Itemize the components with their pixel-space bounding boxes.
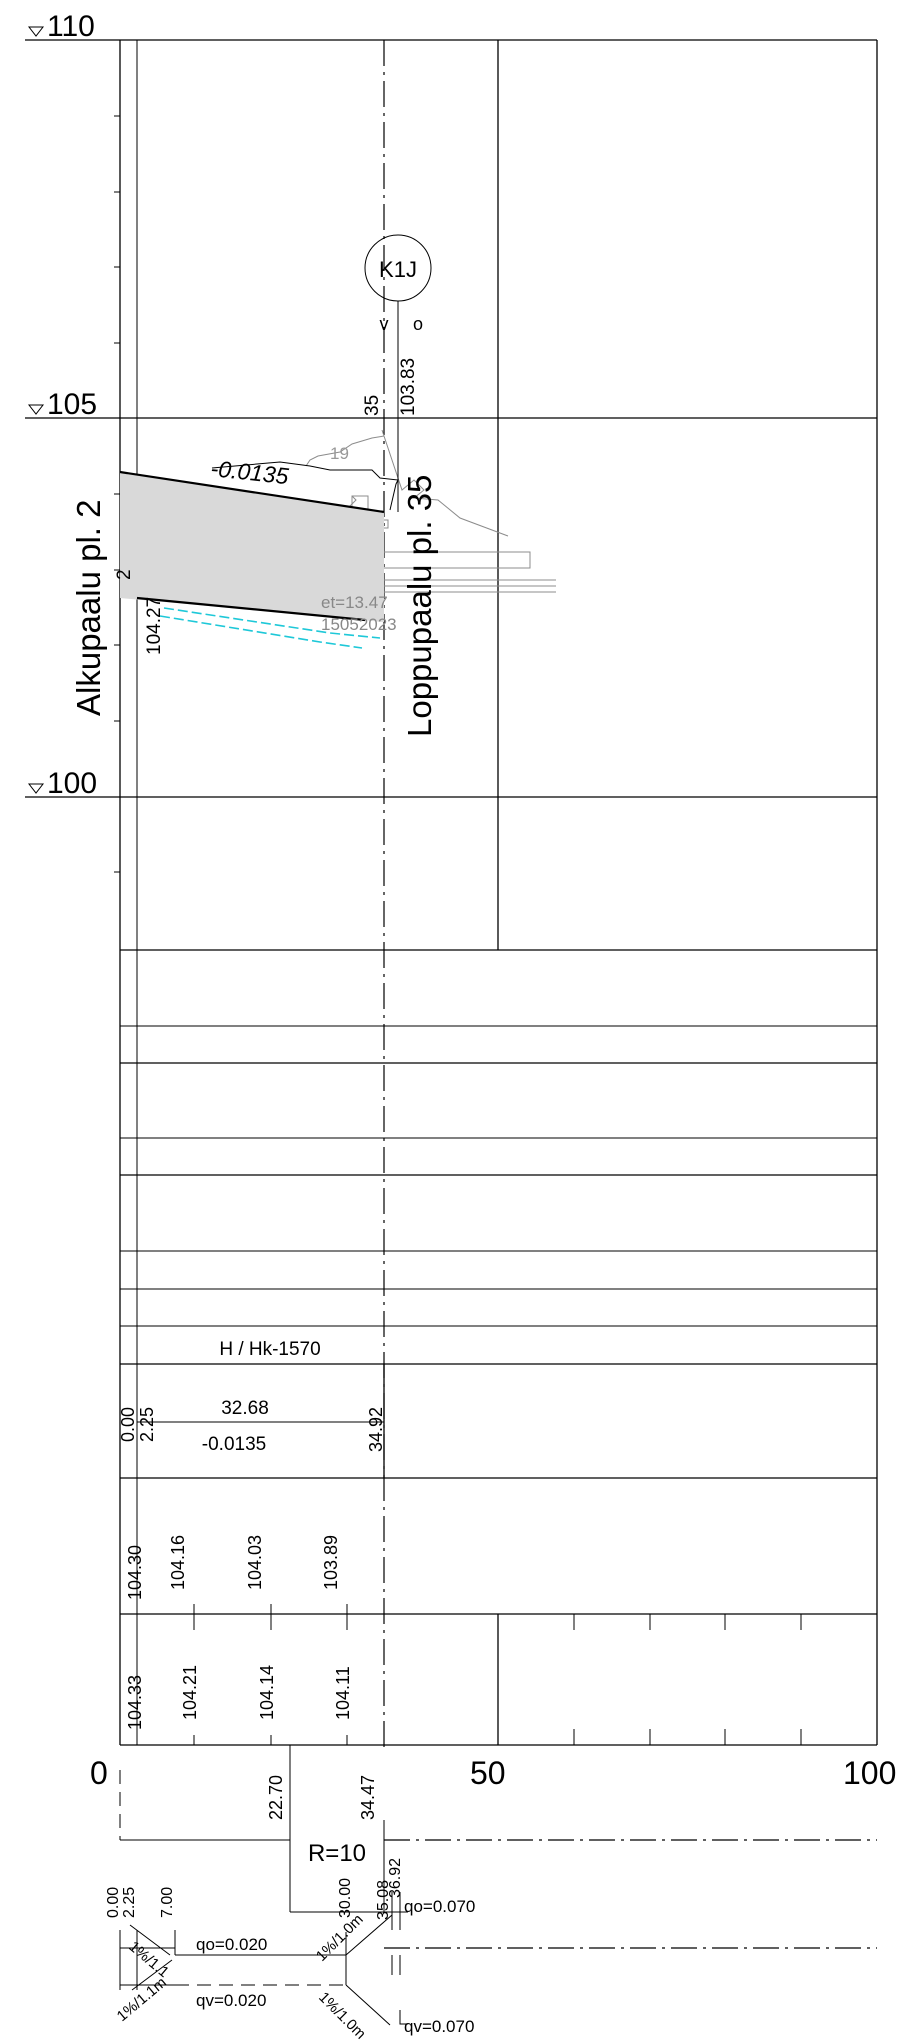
elev1-value: 103.89 bbox=[321, 1535, 341, 1590]
bands bbox=[120, 949, 877, 1746]
xs-station: 35.08 bbox=[375, 1880, 392, 1920]
elev2-value: 104.21 bbox=[180, 1665, 200, 1720]
station-0: 0 bbox=[90, 1755, 108, 1791]
band-elevations-2: 104.33 104.21 104.14 104.11 bbox=[125, 1665, 353, 1745]
xs-slope: 1%/1.1m bbox=[114, 1974, 170, 2025]
curve-end-station: 34.47 bbox=[358, 1775, 378, 1820]
level-105: 105 bbox=[47, 388, 97, 421]
elev2-value: 104.33 bbox=[125, 1675, 145, 1730]
elev1-value: 104.16 bbox=[168, 1535, 188, 1590]
station-50: 50 bbox=[470, 1755, 506, 1791]
curve-radius: R=10 bbox=[308, 1840, 366, 1867]
level-triangle-icon bbox=[27, 404, 45, 415]
level-110: 110 bbox=[47, 10, 95, 43]
pipe-length: 32.68 bbox=[221, 1398, 269, 1419]
well-id: K1J bbox=[379, 257, 417, 282]
profile-slope: -0.0135 bbox=[209, 455, 290, 489]
level-triangle-icon bbox=[27, 783, 45, 794]
xs-station: 0.00 bbox=[105, 1887, 122, 1918]
elevation-labels: 110 105 100 bbox=[27, 10, 97, 800]
level-100: 100 bbox=[47, 767, 97, 800]
grey-number: 19 bbox=[330, 444, 349, 463]
band-elevations-1: 104.30 104.16 104.03 103.89 bbox=[125, 1535, 348, 1614]
station-100: 100 bbox=[843, 1755, 896, 1791]
xs-station: 36.92 bbox=[387, 1858, 404, 1898]
xs-slope: 1%/1.1 bbox=[125, 1938, 172, 1981]
xs-station: 30.00 bbox=[337, 1878, 354, 1918]
pipe-station-0: 0.00 bbox=[118, 1407, 138, 1442]
start-elevation: 104.27 bbox=[144, 597, 165, 655]
cross-section: 0.00 2.25 7.00 30.00 35.08 36.92 1%/1.1 … bbox=[105, 1858, 877, 2040]
pipe-title: H / Hk-1570 bbox=[219, 1339, 320, 1360]
xs-slope: 1%/1.0m bbox=[313, 1911, 367, 1965]
station-ticks bbox=[193, 1614, 802, 1745]
elev1-value: 104.03 bbox=[245, 1535, 265, 1590]
elev2-value: 104.11 bbox=[333, 1666, 353, 1720]
xs-qo-right: qo=0.070 bbox=[404, 1897, 475, 1916]
curve-band: 22.70 34.47 R=10 bbox=[119, 1745, 877, 1913]
xs-qv-right: qv=0.070 bbox=[404, 2017, 474, 2036]
well-elevation: 103.83 bbox=[398, 358, 419, 416]
end-pile-label: Loppupaalu pl. 35 bbox=[401, 475, 438, 737]
ground-label: et=13.47 bbox=[321, 593, 388, 612]
well-o: o bbox=[413, 314, 423, 334]
grid-frame bbox=[25, 39, 878, 1750]
curve-start-station: 22.70 bbox=[266, 1775, 286, 1820]
xs-qv-left: qv=0.020 bbox=[196, 1991, 266, 2010]
start-station: 2 bbox=[114, 569, 135, 580]
xs-station: 7.00 bbox=[159, 1887, 176, 1918]
level-triangle-icon bbox=[27, 26, 45, 37]
well-marker: K1J v o 103.83 35 bbox=[362, 234, 432, 512]
well-station: 35 bbox=[362, 395, 383, 416]
xs-qo-left: qo=0.020 bbox=[196, 1935, 267, 1954]
pipe-station-1: 2.25 bbox=[137, 1407, 157, 1442]
elev2-value: 104.14 bbox=[257, 1665, 277, 1720]
start-pile-label: Alkupaalu pl. 2 bbox=[70, 500, 107, 716]
pipe-station-2: 34.92 bbox=[366, 1407, 386, 1452]
pipe-profile bbox=[119, 461, 399, 649]
band-pipe: H / Hk-1570 32.68 -0.0135 0.00 2.25 34.9… bbox=[118, 1339, 386, 1455]
elev1-value: 104.30 bbox=[125, 1545, 145, 1600]
ground-date: 15052023 bbox=[321, 615, 397, 634]
elevation-ticks bbox=[114, 115, 120, 873]
well-v: v bbox=[380, 314, 389, 334]
xs-station: 2.25 bbox=[121, 1887, 138, 1918]
pipe-slope: -0.0135 bbox=[202, 1434, 266, 1455]
xs-slope: 1%/1.0m bbox=[315, 1989, 369, 2040]
